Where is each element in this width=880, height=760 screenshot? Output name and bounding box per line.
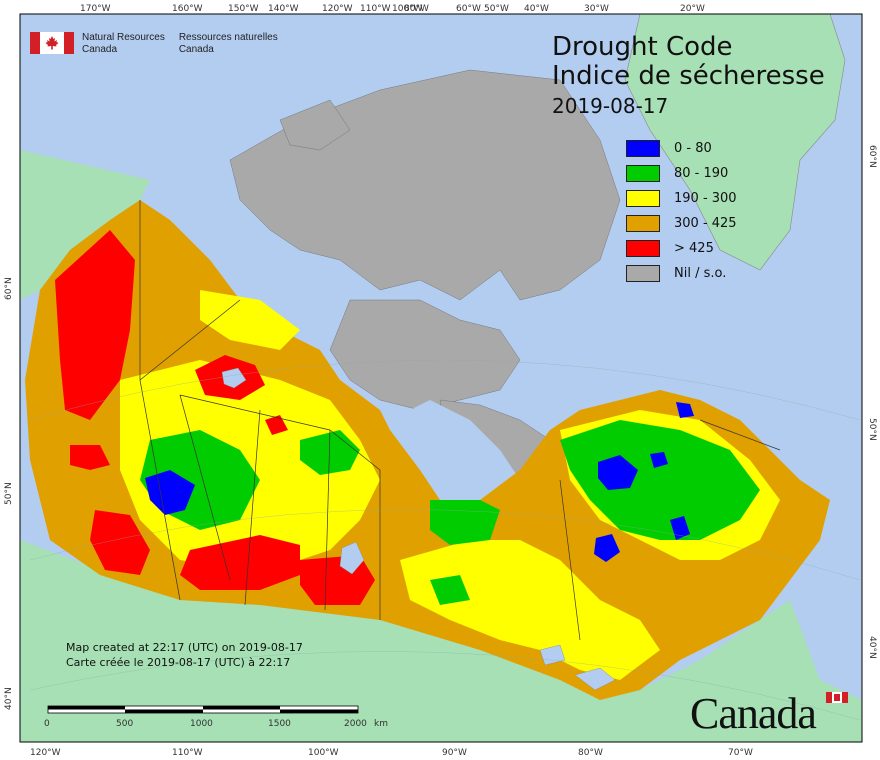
title-french: Indice de sécheresse <box>552 61 825 91</box>
legend-label: 80 - 190 <box>674 166 729 181</box>
legend-label: 190 - 300 <box>674 191 737 206</box>
legend-swatch <box>626 165 660 182</box>
lakes <box>221 367 616 691</box>
legend: 0 - 80 80 - 190 190 - 300 300 - 425 > 42… <box>626 136 737 286</box>
bottom-lon-label: 70°W <box>728 748 753 758</box>
scale-tick: 500 <box>116 719 133 729</box>
legend-item: 0 - 80 <box>626 136 737 161</box>
bottom-lon-label: 90°W <box>442 748 467 758</box>
top-lon-label: 30°W <box>584 4 609 14</box>
scale-unit: km <box>374 719 388 729</box>
canada-wordmark: Canada <box>690 689 817 738</box>
legend-item: > 425 <box>626 236 737 261</box>
maple-leaf-icon <box>45 36 59 50</box>
legend-label: 0 - 80 <box>674 141 712 156</box>
right-lat-label: 50°N <box>867 418 877 441</box>
wordmark-flag-icon <box>826 692 848 703</box>
top-lon-label: 140°W <box>268 4 299 14</box>
map-credits: Map created at 22:17 (UTC) on 2019-08-17… <box>66 640 303 670</box>
top-lon-label: 110°W <box>360 4 391 14</box>
legend-label: Nil / s.o. <box>674 266 727 281</box>
top-lon-label: 120°W <box>322 4 353 14</box>
agency-signature: Natural Resources Canada Ressources natu… <box>30 32 278 56</box>
top-lon-label: 150°W <box>228 4 259 14</box>
left-graticule-labels: 60°N 50°N 40°N <box>4 277 14 710</box>
legend-item: 80 - 190 <box>626 161 737 186</box>
scale-bar: 0 500 1000 1500 2000 km <box>44 705 388 729</box>
scale-tick: 1000 <box>190 719 213 729</box>
legend-swatch <box>626 215 660 232</box>
right-graticule-labels: 60°N 50°N 40°N <box>867 145 877 659</box>
legend-label: 300 - 425 <box>674 216 737 231</box>
top-lon-label: 170°W <box>80 4 111 14</box>
top-lon-label: 80°W <box>404 4 429 14</box>
legend-item: 190 - 300 <box>626 186 737 211</box>
bottom-lon-label: 110°W <box>172 748 203 758</box>
left-lat-label: 40°N <box>4 687 14 710</box>
alaska-land <box>20 150 150 300</box>
agency-en-line2: Canada <box>82 44 118 55</box>
top-graticule-labels: 170°W 160°W 150°W 140°W 120°W 110°W 100°… <box>80 4 705 14</box>
scale-tick: 0 <box>44 719 50 729</box>
map-date: 2019-08-17 <box>552 94 669 118</box>
zone-0-80 <box>145 402 694 562</box>
agency-name-fr: Ressources naturelles Canada <box>179 32 278 56</box>
top-lon-label: 160°W <box>172 4 203 14</box>
top-lon-label: 100°W <box>392 4 423 14</box>
top-lon-label: 60°W <box>456 4 481 14</box>
legend-swatch <box>626 240 660 257</box>
left-lat-label: 50°N <box>4 482 14 505</box>
legend-item: 300 - 425 <box>626 211 737 236</box>
credit-en: Map created at 22:17 (UTC) on 2019-08-17 <box>66 641 303 654</box>
scale-tick: 1500 <box>268 719 291 729</box>
agency-fr-line2: Canada <box>178 44 214 55</box>
credit-fr: Carte créée le 2019-08-17 (UTC) à 22:17 <box>66 656 291 669</box>
top-lon-label: 20°W <box>680 4 705 14</box>
legend-label: > 425 <box>674 241 714 256</box>
legend-swatch <box>626 265 660 282</box>
right-lat-label: 40°N <box>867 636 877 659</box>
agency-name-en: Natural Resources Canada <box>82 32 165 56</box>
right-lat-label: 60°N <box>867 145 877 168</box>
legend-swatch <box>626 140 660 157</box>
bottom-graticule-labels: 120°W 110°W 100°W 90°W 80°W 70°W <box>30 748 753 758</box>
bottom-lon-label: 120°W <box>30 748 61 758</box>
usa-land <box>20 540 862 742</box>
bottom-lon-label: 100°W <box>308 748 339 758</box>
provincial-borders <box>139 200 781 641</box>
legend-item: Nil / s.o. <box>626 261 737 286</box>
left-lat-label: 60°N <box>4 277 14 300</box>
bottom-lon-label: 80°W <box>578 748 603 758</box>
canada-flag-icon <box>30 32 74 54</box>
top-lon-label: 40°W <box>524 4 549 14</box>
legend-swatch <box>626 190 660 207</box>
greenland-land <box>624 13 846 271</box>
top-lon-label: 50°W <box>484 4 509 14</box>
scale-tick: 2000 <box>344 719 367 729</box>
map-title: Drought Code Indice de sécheresse 2019-0… <box>552 33 825 119</box>
title-english: Drought Code <box>552 32 733 62</box>
agency-en-line1: Natural Resources <box>82 32 165 43</box>
graticule <box>29 359 861 721</box>
agency-fr-line1: Ressources naturelles <box>178 32 278 43</box>
map-border <box>19 13 863 743</box>
